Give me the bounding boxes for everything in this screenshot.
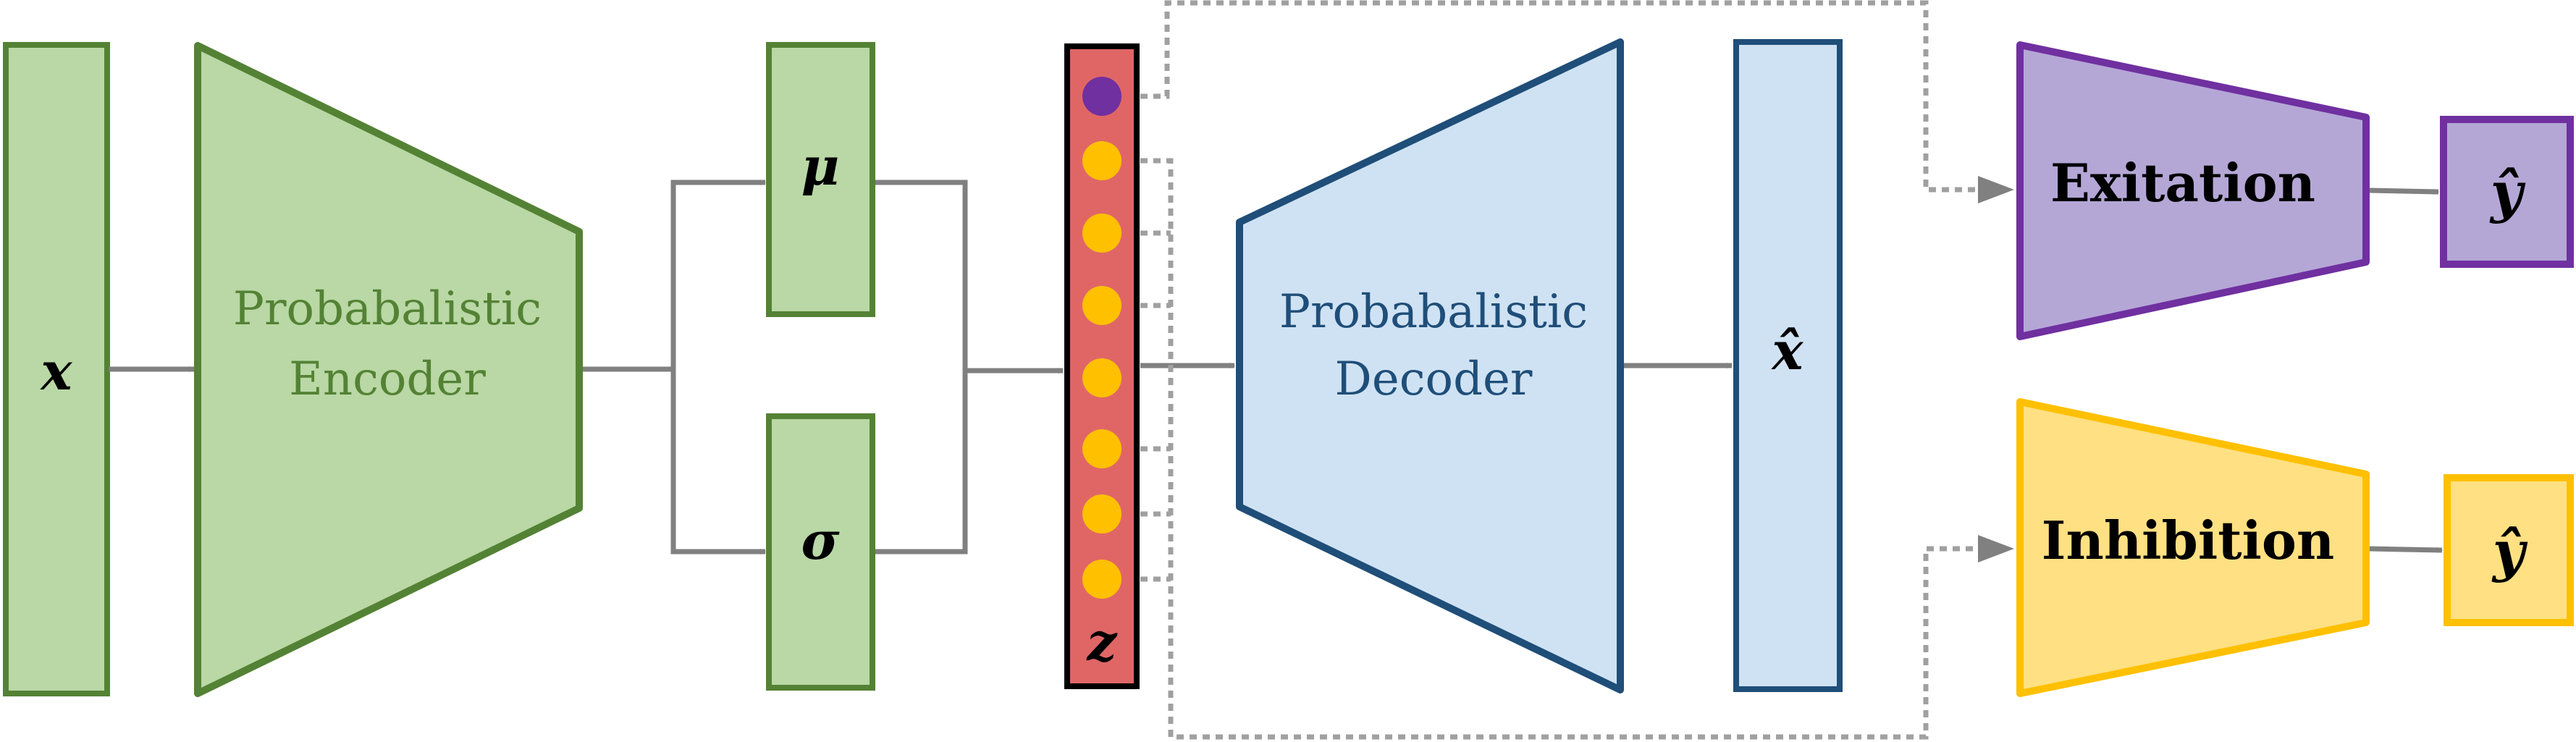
arrowhead-into-excitation bbox=[1978, 176, 2014, 203]
latent-unit-excitation bbox=[1082, 77, 1121, 116]
decoder-label-line2: Decoder bbox=[1335, 353, 1533, 406]
prediction-box-inhibition bbox=[2444, 474, 2574, 626]
input-label: x bbox=[40, 340, 73, 402]
latent-unit bbox=[1082, 214, 1121, 253]
latent-unit bbox=[1082, 286, 1121, 325]
encoder-label-line2: Encoder bbox=[289, 353, 486, 406]
encoder-trapezoid bbox=[194, 42, 583, 697]
decoder-trapezoid bbox=[1236, 38, 1624, 693]
dotted-excitation-route bbox=[1140, 0, 1980, 193]
inhibition-trapezoid bbox=[2016, 398, 2370, 697]
sigma-label: σ bbox=[801, 510, 840, 571]
latent-unit bbox=[1082, 560, 1121, 599]
sigma-merge-line bbox=[875, 371, 968, 555]
latent-unit bbox=[1082, 494, 1121, 534]
dotted-inhibition-route bbox=[1140, 158, 1980, 740]
solid-connectors bbox=[109, 180, 2443, 555]
dotted-connectors bbox=[1140, 0, 1980, 740]
arrow-inhibition-to-prediction bbox=[2369, 546, 2443, 553]
arrowhead-into-inhibition bbox=[1978, 535, 2014, 562]
arrow-encoder-to-sigma bbox=[670, 369, 766, 555]
latent-unit bbox=[1082, 429, 1121, 468]
latent-unit bbox=[1082, 141, 1121, 180]
mu-merge-line bbox=[875, 180, 968, 371]
arrow-excitation-to-prediction bbox=[2369, 187, 2439, 195]
sigma-box bbox=[766, 413, 875, 691]
latent-label: z bbox=[1086, 611, 1119, 673]
arrow-encoder-to-mu bbox=[670, 180, 766, 369]
prediction-label-inhibition: ŷ bbox=[2491, 519, 2528, 583]
excitation-trapezoid bbox=[2016, 41, 2370, 340]
input-box bbox=[3, 42, 110, 696]
prediction-box-excitation bbox=[2440, 116, 2574, 268]
latent-unit bbox=[1082, 358, 1121, 397]
reconstruction-box bbox=[1733, 39, 1843, 692]
excitation-label: Exitation bbox=[2050, 152, 2315, 214]
inhibition-label: Inhibition bbox=[2042, 510, 2334, 571]
mu-box bbox=[766, 42, 875, 317]
prediction-label-excitation: ŷ bbox=[2489, 160, 2526, 224]
mu-label: μ bbox=[801, 135, 840, 197]
reconstruction-label: x̂ bbox=[1771, 320, 1804, 381]
decoder-label-line1: Probabalistic bbox=[1279, 285, 1588, 339]
encoder-label-line1: Probabalistic bbox=[233, 282, 542, 336]
